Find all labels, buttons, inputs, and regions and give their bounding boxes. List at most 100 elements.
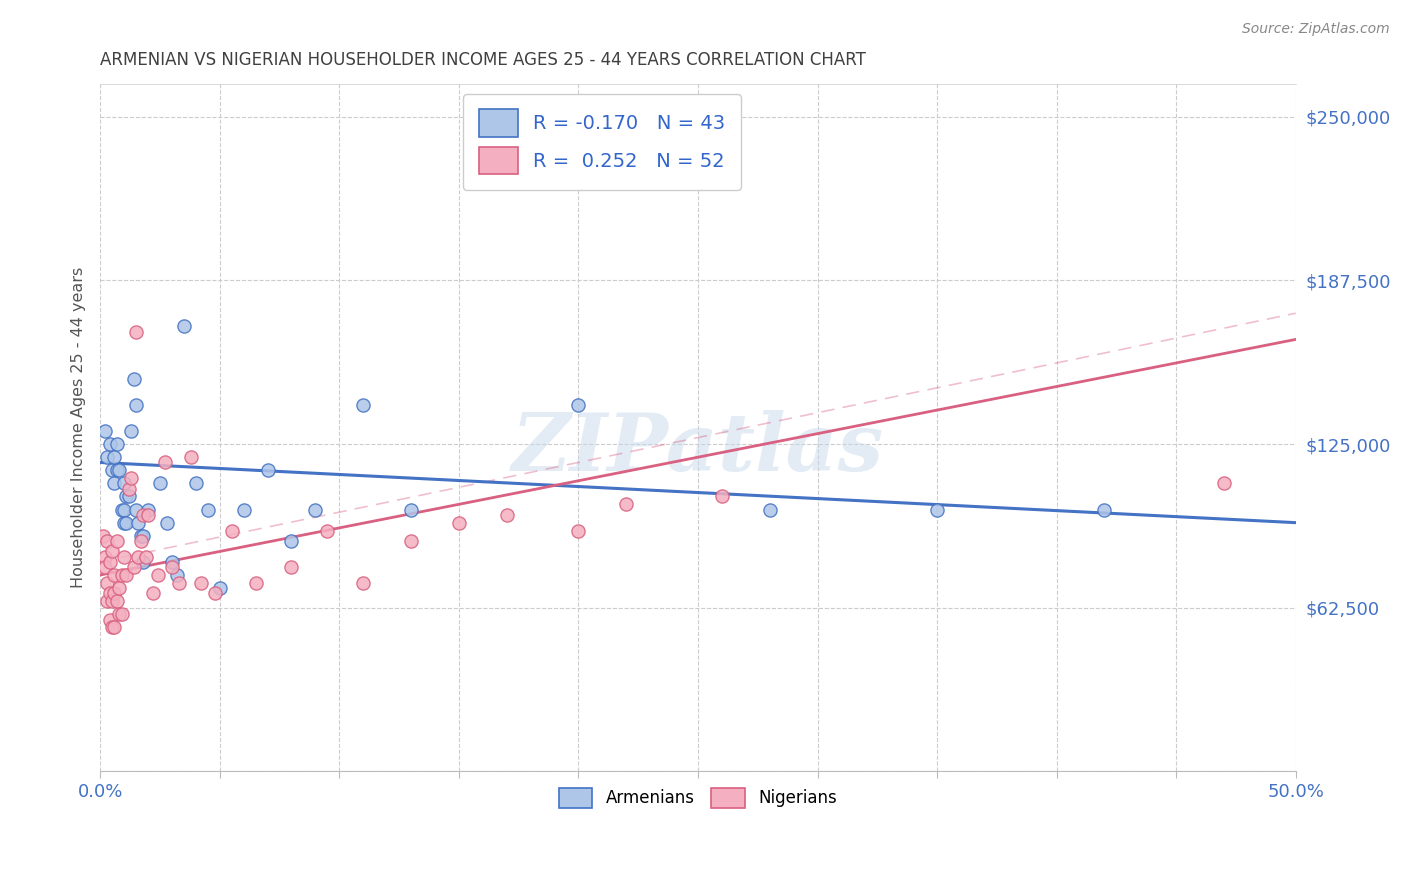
Point bbox=[125, 502, 148, 516]
Point bbox=[125, 398, 148, 412]
Point bbox=[280, 533, 302, 548]
Point bbox=[184, 476, 207, 491]
Point bbox=[156, 516, 179, 530]
Point bbox=[146, 568, 169, 582]
Point bbox=[111, 607, 134, 622]
Point bbox=[111, 568, 134, 582]
Point bbox=[115, 516, 138, 530]
Point bbox=[127, 516, 149, 530]
Point bbox=[208, 581, 231, 595]
Point bbox=[96, 575, 118, 590]
Point bbox=[103, 450, 125, 465]
Text: ARMENIAN VS NIGERIAN HOUSEHOLDER INCOME AGES 25 - 44 YEARS CORRELATION CHART: ARMENIAN VS NIGERIAN HOUSEHOLDER INCOME … bbox=[100, 51, 866, 69]
Point bbox=[232, 502, 254, 516]
Point bbox=[149, 476, 172, 491]
Point bbox=[256, 463, 278, 477]
Point bbox=[132, 529, 155, 543]
Point bbox=[94, 424, 117, 438]
Point bbox=[1213, 476, 1236, 491]
Point bbox=[115, 568, 138, 582]
Point bbox=[112, 502, 135, 516]
Point bbox=[115, 490, 138, 504]
Point bbox=[925, 502, 948, 516]
Text: Source: ZipAtlas.com: Source: ZipAtlas.com bbox=[1241, 22, 1389, 37]
Point bbox=[105, 594, 128, 608]
Point bbox=[160, 560, 183, 574]
Point bbox=[101, 544, 124, 558]
Point bbox=[101, 463, 124, 477]
Point bbox=[352, 398, 374, 412]
Point bbox=[304, 502, 326, 516]
Point bbox=[447, 516, 470, 530]
Point bbox=[127, 549, 149, 564]
Point bbox=[98, 437, 121, 451]
Point bbox=[111, 502, 134, 516]
Point bbox=[122, 372, 145, 386]
Point bbox=[129, 533, 152, 548]
Point bbox=[122, 560, 145, 574]
Point bbox=[112, 516, 135, 530]
Point bbox=[245, 575, 267, 590]
Point bbox=[758, 502, 780, 516]
Point bbox=[105, 533, 128, 548]
Point bbox=[101, 620, 124, 634]
Point bbox=[132, 555, 155, 569]
Point bbox=[190, 575, 212, 590]
Point bbox=[710, 490, 733, 504]
Point bbox=[280, 560, 302, 574]
Point bbox=[136, 508, 159, 522]
Point bbox=[108, 581, 131, 595]
Point bbox=[98, 555, 121, 569]
Point bbox=[118, 490, 141, 504]
Point bbox=[94, 560, 117, 574]
Point bbox=[221, 524, 243, 538]
Point bbox=[132, 508, 155, 522]
Point bbox=[118, 482, 141, 496]
Point bbox=[136, 502, 159, 516]
Point bbox=[399, 533, 422, 548]
Point bbox=[120, 471, 142, 485]
Point bbox=[120, 424, 142, 438]
Point bbox=[96, 594, 118, 608]
Point bbox=[103, 620, 125, 634]
Point bbox=[98, 586, 121, 600]
Point bbox=[180, 450, 202, 465]
Point bbox=[105, 463, 128, 477]
Y-axis label: Householder Income Ages 25 - 44 years: Householder Income Ages 25 - 44 years bbox=[72, 267, 86, 589]
Point bbox=[567, 524, 589, 538]
Point bbox=[94, 549, 117, 564]
Point bbox=[96, 533, 118, 548]
Point bbox=[135, 549, 157, 564]
Point bbox=[112, 549, 135, 564]
Text: ZIPatlas: ZIPatlas bbox=[512, 409, 884, 487]
Point bbox=[103, 586, 125, 600]
Point bbox=[142, 586, 165, 600]
Point bbox=[399, 502, 422, 516]
Point bbox=[129, 529, 152, 543]
Point bbox=[197, 502, 219, 516]
Point bbox=[98, 613, 121, 627]
Point bbox=[160, 555, 183, 569]
Legend: Armenians, Nigerians: Armenians, Nigerians bbox=[553, 780, 844, 814]
Point bbox=[103, 568, 125, 582]
Point bbox=[495, 508, 517, 522]
Point bbox=[103, 476, 125, 491]
Point bbox=[108, 463, 131, 477]
Point bbox=[1094, 502, 1116, 516]
Point bbox=[101, 594, 124, 608]
Point bbox=[352, 575, 374, 590]
Point bbox=[91, 529, 114, 543]
Point bbox=[153, 455, 176, 469]
Point bbox=[96, 450, 118, 465]
Point bbox=[125, 325, 148, 339]
Point bbox=[108, 607, 131, 622]
Point bbox=[567, 398, 589, 412]
Point bbox=[316, 524, 339, 538]
Point bbox=[173, 319, 195, 334]
Point bbox=[167, 575, 190, 590]
Point bbox=[166, 568, 188, 582]
Point bbox=[105, 437, 128, 451]
Point bbox=[204, 586, 226, 600]
Point bbox=[614, 497, 637, 511]
Point bbox=[112, 476, 135, 491]
